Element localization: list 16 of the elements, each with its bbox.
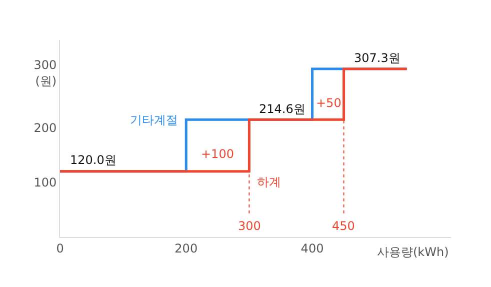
data-label: 120.0원	[70, 153, 116, 167]
data-label: 214.6원	[259, 102, 306, 116]
x-tick-label: 0	[56, 241, 64, 256]
y-tick-label: 300 (원)	[34, 58, 57, 88]
data-label: 307.3원	[354, 51, 400, 65]
ref-line-label: 450	[332, 219, 355, 233]
y-tick-label: 200	[34, 120, 57, 135]
annotation: +50	[316, 96, 342, 110]
x-axis-title: 사용량(kWh)	[377, 245, 449, 259]
series-label: 하계	[257, 175, 281, 189]
series-label: 기타계절	[130, 113, 178, 127]
y-tick-label: 100	[34, 175, 57, 190]
x-tick-label: 200	[174, 241, 198, 256]
x-tick-label: 400	[300, 241, 324, 256]
annotation: +100	[201, 147, 234, 161]
ref-line-label: 300	[238, 219, 261, 233]
